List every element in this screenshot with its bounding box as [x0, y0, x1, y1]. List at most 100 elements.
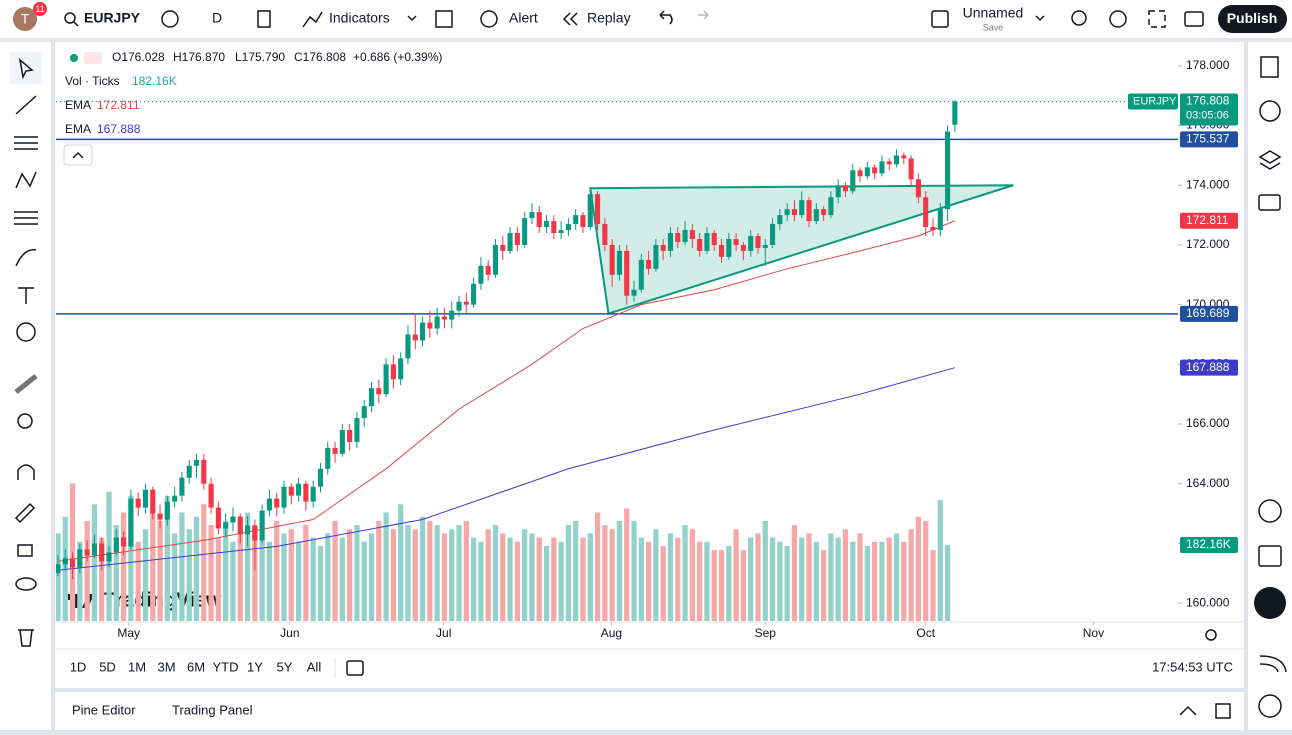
range-button[interactable]: 1D — [70, 659, 87, 674]
text-tool[interactable] — [18, 287, 34, 304]
x-tick-label: May — [117, 626, 140, 640]
collapse-button[interactable] — [63, 144, 93, 166]
candle-body — [551, 221, 557, 234]
volume-bar — [230, 541, 236, 621]
last-price-tag-bg — [1180, 93, 1238, 126]
volume-bar — [872, 541, 878, 621]
trendline-tool[interactable] — [15, 95, 37, 115]
pine-editor[interactable]: Pine Editor — [72, 702, 136, 717]
candle-body — [266, 498, 272, 511]
replay[interactable]: Replay — [587, 10, 631, 26]
volume-bar — [748, 537, 754, 621]
brush-tool[interactable] — [15, 249, 37, 267]
indicators-icon — [302, 11, 323, 28]
search-icon[interactable] — [64, 12, 76, 24]
expand-panel[interactable] — [1179, 705, 1197, 716]
legend-high: H176.870 — [173, 50, 225, 64]
candle-body — [733, 238, 739, 245]
hline-tag-bg — [1180, 305, 1238, 322]
hline-tag: 169.689 — [1186, 306, 1230, 320]
layout-box[interactable] — [931, 10, 949, 28]
volume-bar — [339, 537, 345, 621]
candle-body — [412, 334, 418, 341]
candle-body — [514, 233, 520, 245]
save[interactable]: Save — [983, 22, 1004, 32]
volume-bar — [419, 516, 426, 621]
symbol[interactable]: EURJPY — [84, 10, 141, 26]
quick-search[interactable] — [1071, 10, 1087, 26]
snapshot[interactable] — [1184, 11, 1204, 27]
candle-body — [325, 447, 331, 469]
forecast-tool[interactable] — [14, 211, 38, 225]
volume-bar — [543, 545, 550, 621]
volume-bar — [157, 520, 163, 621]
settings[interactable] — [1109, 10, 1127, 28]
range-button[interactable]: All — [307, 659, 322, 674]
date-range[interactable] — [346, 660, 364, 676]
redo[interactable] — [698, 10, 709, 20]
candle-body — [595, 194, 601, 225]
alert[interactable]: Alert — [509, 10, 538, 26]
magnet-tool[interactable] — [17, 464, 35, 480]
avatar[interactable] — [13, 7, 37, 31]
range-button[interactable]: 6M — [187, 659, 205, 674]
candle-body — [580, 215, 586, 228]
help[interactable] — [1258, 694, 1282, 718]
candle-body — [573, 215, 579, 225]
layout-name[interactable]: Unnamed — [963, 5, 1024, 21]
undo[interactable] — [659, 10, 673, 25]
volume-bar — [864, 545, 870, 621]
measure-tool[interactable] — [14, 374, 38, 394]
calendar[interactable] — [1258, 545, 1282, 567]
status-chip — [84, 52, 102, 64]
fullscreen[interactable] — [1148, 10, 1166, 28]
publish-button[interactable] — [1218, 5, 1287, 33]
icon-tool[interactable] — [16, 322, 36, 342]
volume-tag-bg — [1180, 537, 1238, 554]
alerts[interactable] — [1259, 100, 1281, 122]
volume-bar — [412, 529, 418, 621]
add-symbol[interactable] — [161, 10, 179, 28]
range-button[interactable]: 5D — [99, 659, 116, 674]
y-tick-label: 166.000 — [1186, 416, 1230, 430]
layers[interactable] — [1258, 150, 1282, 170]
candle-body — [142, 489, 149, 508]
candle-body — [704, 233, 710, 251]
range-button[interactable]: 3M — [157, 659, 175, 674]
candle-body — [893, 155, 900, 165]
candle-body — [99, 543, 105, 562]
candle-body — [653, 244, 659, 269]
zoom-tool[interactable] — [17, 413, 33, 429]
apps[interactable] — [1254, 587, 1286, 619]
maximize-panel[interactable] — [1215, 703, 1231, 719]
chat[interactable] — [1258, 194, 1281, 211]
range-button[interactable]: 1Y — [247, 659, 263, 674]
lock-tool[interactable] — [17, 544, 33, 557]
candle-body — [923, 197, 929, 228]
interval[interactable]: D — [212, 10, 222, 26]
watchlist[interactable] — [1260, 56, 1279, 78]
range-button[interactable]: 5Y — [277, 659, 293, 674]
y-tick-label: 178.000 — [1186, 58, 1230, 72]
draw-mode[interactable] — [14, 502, 36, 524]
signal[interactable] — [1259, 655, 1287, 673]
candle-body — [915, 179, 921, 198]
range-button[interactable]: YTD — [213, 659, 239, 674]
indicators[interactable]: Indicators — [329, 10, 390, 26]
fib-tool[interactable] — [14, 136, 38, 150]
cursor-tool[interactable] — [18, 58, 34, 80]
replay-icon — [562, 12, 578, 26]
chart-type[interactable] — [257, 10, 271, 28]
range-button[interactable]: 1M — [128, 659, 146, 674]
volume-bar — [697, 541, 703, 621]
candle-body — [835, 185, 841, 198]
target[interactable] — [1258, 499, 1282, 523]
axis-settings[interactable] — [1205, 629, 1217, 641]
delete-tool[interactable] — [18, 629, 34, 647]
trading-panel[interactable]: Trading Panel — [172, 702, 253, 717]
layouts[interactable] — [435, 10, 453, 28]
visibility-tool[interactable] — [15, 577, 37, 591]
volume-bar — [376, 520, 382, 621]
pattern-tool[interactable] — [15, 171, 37, 189]
